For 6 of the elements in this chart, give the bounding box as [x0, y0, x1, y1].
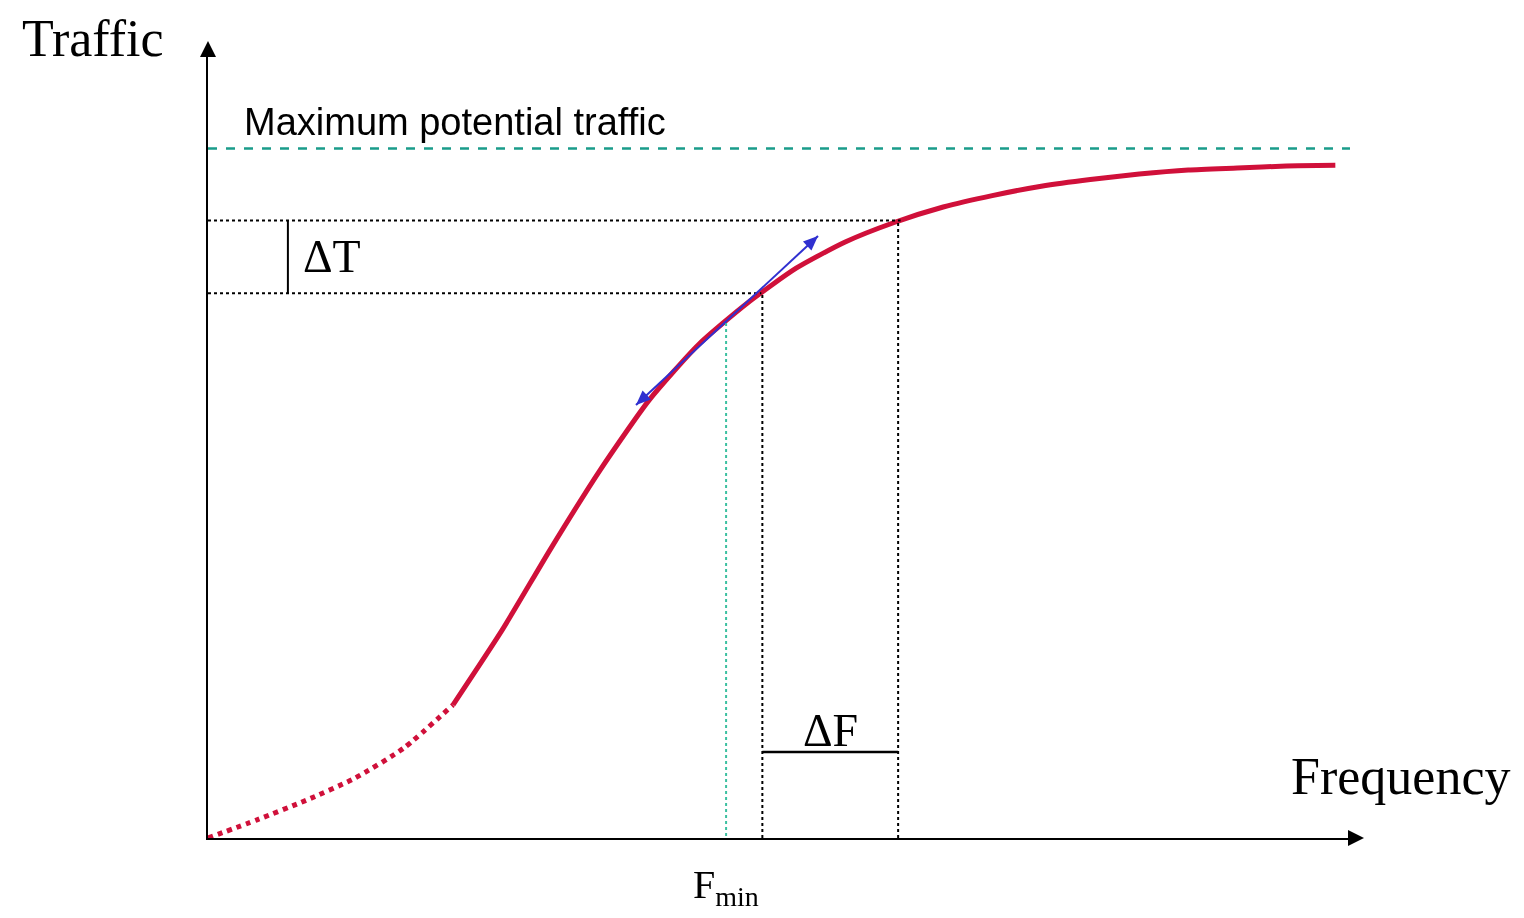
text: F$_{min}$	[693, 862, 759, 913]
x-axis-title: Frequency	[1291, 748, 1511, 805]
ref-line-label: Maximum potential traffic	[244, 101, 666, 143]
annotation: ΔT	[303, 231, 361, 282]
annotation: ΔF	[803, 705, 859, 756]
y-axis-title: Traffic	[22, 10, 164, 67]
